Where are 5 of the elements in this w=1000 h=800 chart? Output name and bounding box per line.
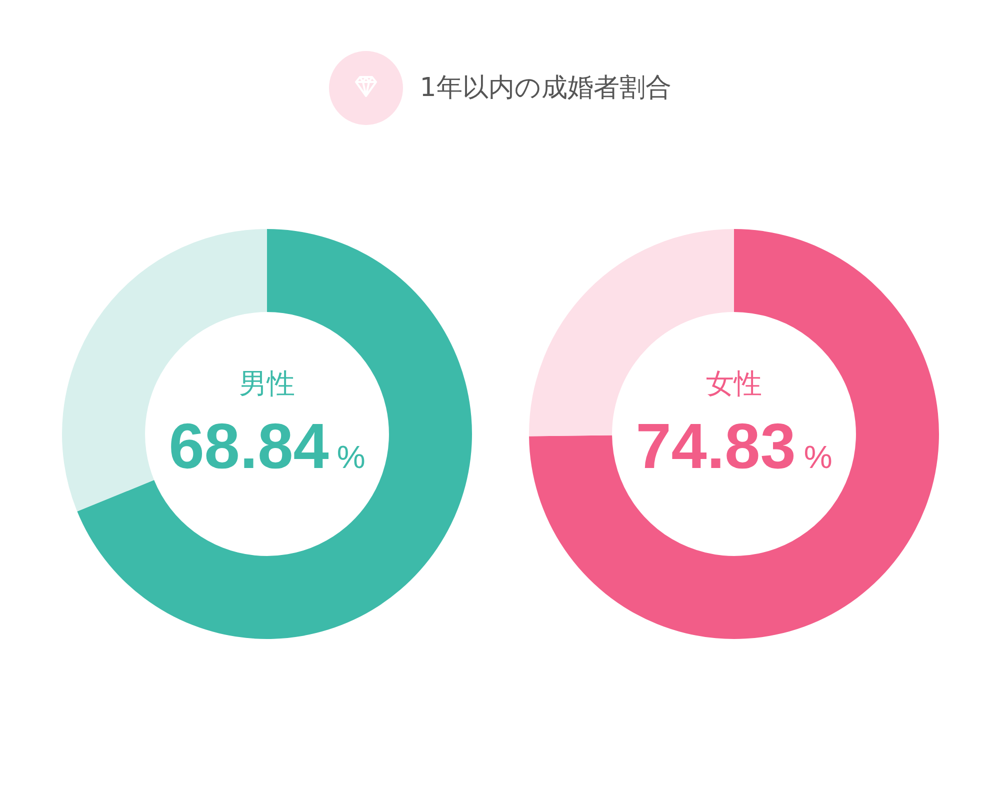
text: 男性	[239, 367, 295, 400]
text: 女性	[706, 367, 762, 400]
data-label: 68.84%	[168, 410, 366, 482]
text: 1年以内の成婚者割合	[420, 72, 672, 104]
data-label: 74.83%	[636, 410, 832, 482]
